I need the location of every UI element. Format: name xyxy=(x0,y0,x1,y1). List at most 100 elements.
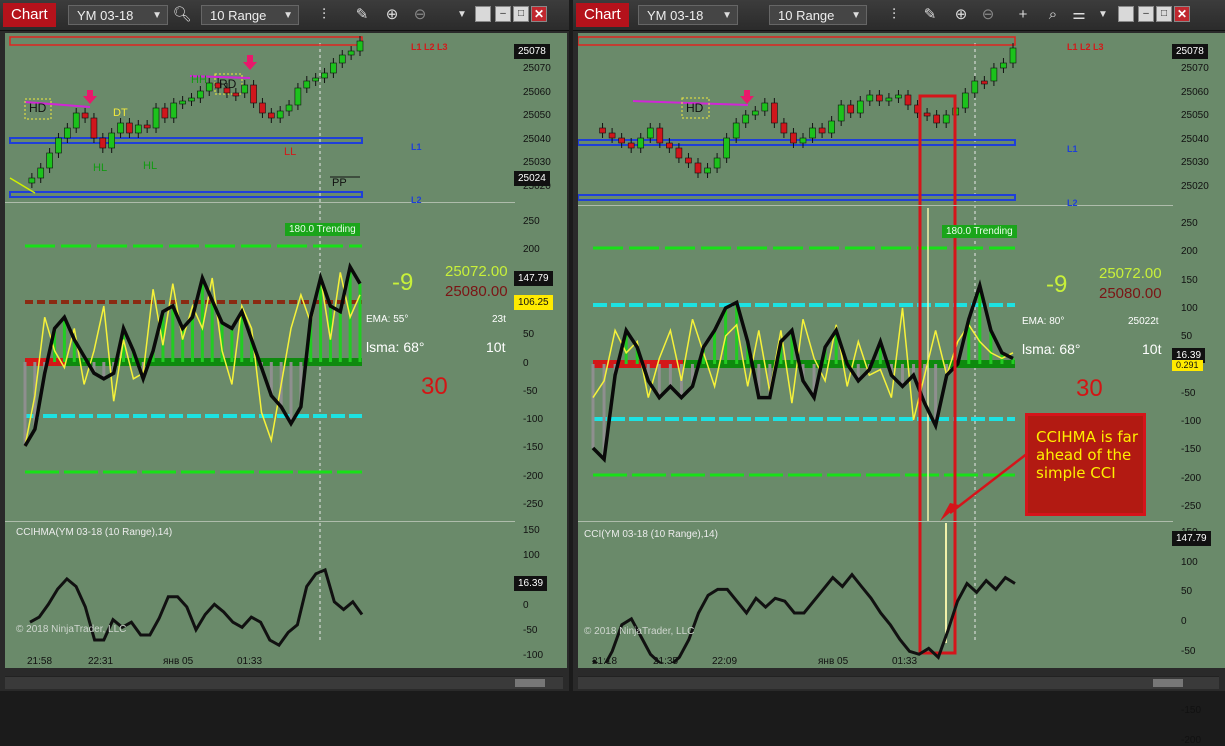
close-button[interactable]: ✕ xyxy=(531,6,547,22)
lower-tick: -150 xyxy=(1181,705,1202,717)
lower-tick: 150 xyxy=(523,525,540,536)
maximize-button[interactable]: □ xyxy=(513,6,529,22)
osc-tick: -50 xyxy=(1181,387,1196,399)
candle xyxy=(179,100,186,105)
marker-dt: DT xyxy=(113,107,128,119)
price-tick: 25070 xyxy=(523,63,551,74)
price-axis[interactable]: 25070 25060 25050 25040 25030 25020 250 200 150 1… xyxy=(1172,33,1225,746)
candle xyxy=(152,107,160,129)
search-icon[interactable]: 🔍︎ xyxy=(172,6,192,23)
crosshair-icon[interactable]: + xyxy=(1018,6,1028,23)
candle xyxy=(81,112,89,119)
bar-style-icon[interactable]: ⫶ xyxy=(892,6,896,23)
cci-value-flag: 16.39 xyxy=(514,576,548,591)
price-red: 25080.00 xyxy=(1099,285,1162,302)
marker-hd: HD xyxy=(686,101,704,115)
candle xyxy=(904,94,912,106)
osc-value-flag: 0.291 xyxy=(1172,360,1203,371)
bar-style-icon[interactable]: ⫶ xyxy=(322,6,326,23)
price-tick: 25060 xyxy=(523,86,551,98)
pane-separator[interactable] xyxy=(5,202,515,203)
time-tick: 01:33 xyxy=(237,656,263,667)
pane-separator[interactable] xyxy=(5,521,515,522)
lower-tick: -50 xyxy=(1181,645,1196,657)
candle xyxy=(170,102,178,119)
candle xyxy=(46,152,53,169)
osc-tick: -100 xyxy=(523,414,544,426)
chart-tab[interactable]: Chart xyxy=(576,3,629,27)
osc-tick: -200 xyxy=(523,470,544,482)
candle xyxy=(276,110,284,119)
horizontal-scrollbar[interactable] xyxy=(578,676,1219,689)
zoom-out-icon[interactable]: ⊖ xyxy=(413,6,427,23)
tile-icon[interactable] xyxy=(475,6,491,22)
candle xyxy=(37,167,45,179)
marker-pp: PP xyxy=(332,177,347,189)
ccihma-line xyxy=(23,262,362,447)
zoom-in-icon[interactable]: ⊕ xyxy=(385,6,399,23)
price-tick: 25040 xyxy=(1181,133,1209,145)
chart-panels[interactable]: L1 L2 L3 L1 L2 HD 180.0 Trending -9 2507… xyxy=(577,33,1173,668)
arrow-down-icon xyxy=(740,90,754,104)
candle xyxy=(117,122,124,134)
minimize-button[interactable]: – xyxy=(495,6,511,22)
price-tick: 25030 xyxy=(523,157,551,168)
period-selector[interactable]: 10 Range ▼ xyxy=(201,5,299,25)
candle xyxy=(828,120,835,134)
chart-toolbar: Chart YM 03-18 ▼ 🔍︎ 10 Range ▼ ⫶ ✎ ⊕ ⊖ ▼ –… xyxy=(0,0,569,31)
horizontal-scrollbar[interactable] xyxy=(5,676,563,689)
zoom-in-icon[interactable]: ⊕ xyxy=(954,6,968,23)
instrument-selector[interactable]: YM 03-18 ▼ xyxy=(68,5,168,25)
price-tick: 25020 xyxy=(523,180,551,192)
scroll-thumb[interactable] xyxy=(1153,679,1183,687)
period-selector[interactable]: 10 Range ▼ xyxy=(769,5,867,25)
osc-value-flag: 16.39 xyxy=(1172,348,1206,363)
tile-icon[interactable] xyxy=(1118,6,1134,22)
pencil-icon[interactable]: ✎ xyxy=(355,6,369,23)
time-tick: 21:35 xyxy=(653,656,679,667)
chevron-down-icon[interactable]: ▼ xyxy=(1098,9,1108,20)
chart-canvas xyxy=(9,36,364,643)
marker-hd: HD xyxy=(29,101,47,115)
chart-toolbar: Chart YM 03-18 ▼ 10 Range ▼ ⫶ ✎ ⊕ ⊖ + ⌕ ⚌ … xyxy=(573,0,1225,31)
levels-label: L1 L2 L3 xyxy=(411,42,448,52)
close-button[interactable]: ✕ xyxy=(1174,6,1190,22)
price-axis[interactable]: 25070 25060 25050 25040 25030 25020 250 200 150 1… xyxy=(514,33,567,668)
candle xyxy=(637,137,645,149)
price-tick: 25050 xyxy=(1181,110,1209,121)
candle xyxy=(312,77,319,82)
candle xyxy=(923,112,931,117)
pencil-icon[interactable]: ✎ xyxy=(923,6,937,23)
candle xyxy=(223,87,231,94)
ticks-label: 25022t xyxy=(1128,316,1159,327)
candle xyxy=(205,82,213,92)
candle xyxy=(837,104,845,122)
candle xyxy=(856,100,864,114)
scroll-thumb[interactable] xyxy=(515,679,545,687)
data-box-icon[interactable]: ⌕ xyxy=(1048,6,1058,23)
minimize-button[interactable]: – xyxy=(1138,6,1154,22)
arrow-icon xyxy=(940,503,959,521)
pane-separator[interactable] xyxy=(578,521,1173,522)
maximize-button[interactable]: □ xyxy=(1156,6,1172,22)
candle xyxy=(675,147,683,159)
pane-separator[interactable] xyxy=(578,205,1173,206)
cci-line xyxy=(591,572,1016,663)
osc-tick: 100 xyxy=(1181,302,1198,314)
cci-panel xyxy=(591,572,1016,663)
candle xyxy=(818,127,826,134)
zoom-out-icon[interactable]: ⊖ xyxy=(981,6,995,23)
ema-label: EMA: 80° xyxy=(1022,316,1065,327)
instrument-selector[interactable]: YM 03-18 ▼ xyxy=(638,5,738,25)
chart-tab[interactable]: Chart xyxy=(3,3,56,27)
osc-tick: -200 xyxy=(1181,472,1202,484)
chevron-down-icon[interactable]: ▼ xyxy=(457,9,467,20)
lower-tick: 0 xyxy=(523,600,529,611)
candle xyxy=(232,92,240,97)
trending-badge: 180.0 Trending xyxy=(285,223,360,236)
properties-icon[interactable]: ⚌ xyxy=(1072,6,1086,23)
time-tick: янв 05 xyxy=(818,656,849,667)
candle xyxy=(356,40,364,52)
price-tick: 25060 xyxy=(1181,86,1209,98)
chart-panels[interactable]: L1 L2 L3 L1 L2 HD RD DT HL HL HH LL PP 1… xyxy=(5,33,515,668)
